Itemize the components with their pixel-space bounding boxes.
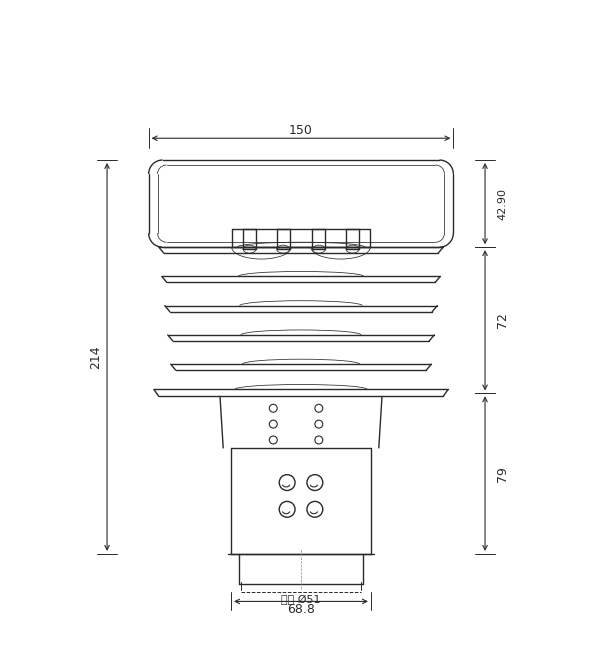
Text: 72: 72	[497, 312, 509, 329]
Text: 214: 214	[88, 345, 102, 369]
Text: 内径 Ø51: 内径 Ø51	[281, 594, 321, 605]
Text: 42.90: 42.90	[498, 188, 508, 220]
Text: 79: 79	[497, 466, 509, 481]
Text: 68.8: 68.8	[287, 603, 315, 616]
Text: 150: 150	[289, 124, 313, 137]
